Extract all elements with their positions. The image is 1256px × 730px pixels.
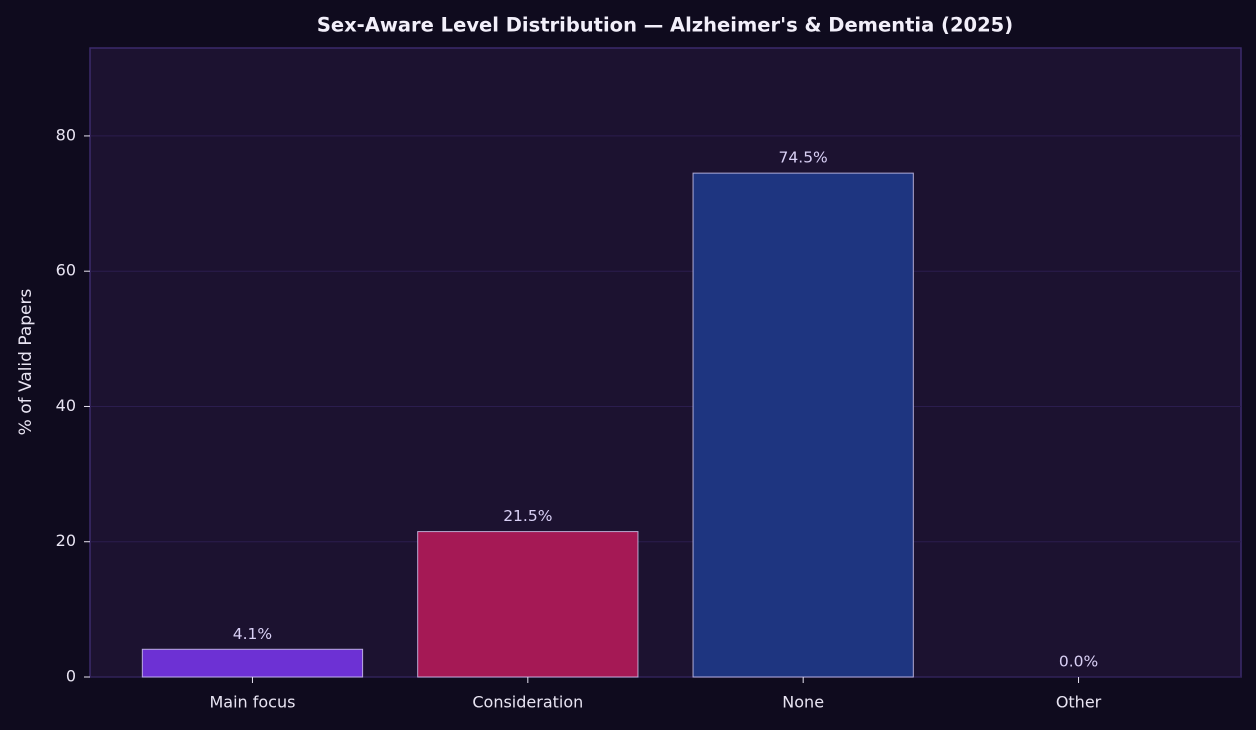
x-tick-label: Main focus [209,693,295,712]
y-tick-label: 40 [56,396,76,415]
bar [141,648,364,678]
y-tick-label: 80 [56,125,76,144]
value-label: 0.0% [1059,653,1098,671]
plot-area [89,47,1242,678]
value-label: 4.1% [233,625,272,643]
chart-title: Sex-Aware Level Distribution — Alzheimer… [317,14,1013,37]
bar [692,172,914,678]
x-tick-label: None [782,693,824,712]
y-tick-label: 20 [56,531,76,550]
x-tick-label: Other [1056,693,1102,712]
y-tick-label: 0 [66,667,76,686]
y-axis-label: % of Valid Papers [16,289,36,436]
value-label: 21.5% [503,507,552,525]
bar [417,531,639,678]
y-tick-label: 60 [56,261,76,280]
value-label: 74.5% [779,149,828,167]
x-tick-label: Consideration [472,693,583,712]
